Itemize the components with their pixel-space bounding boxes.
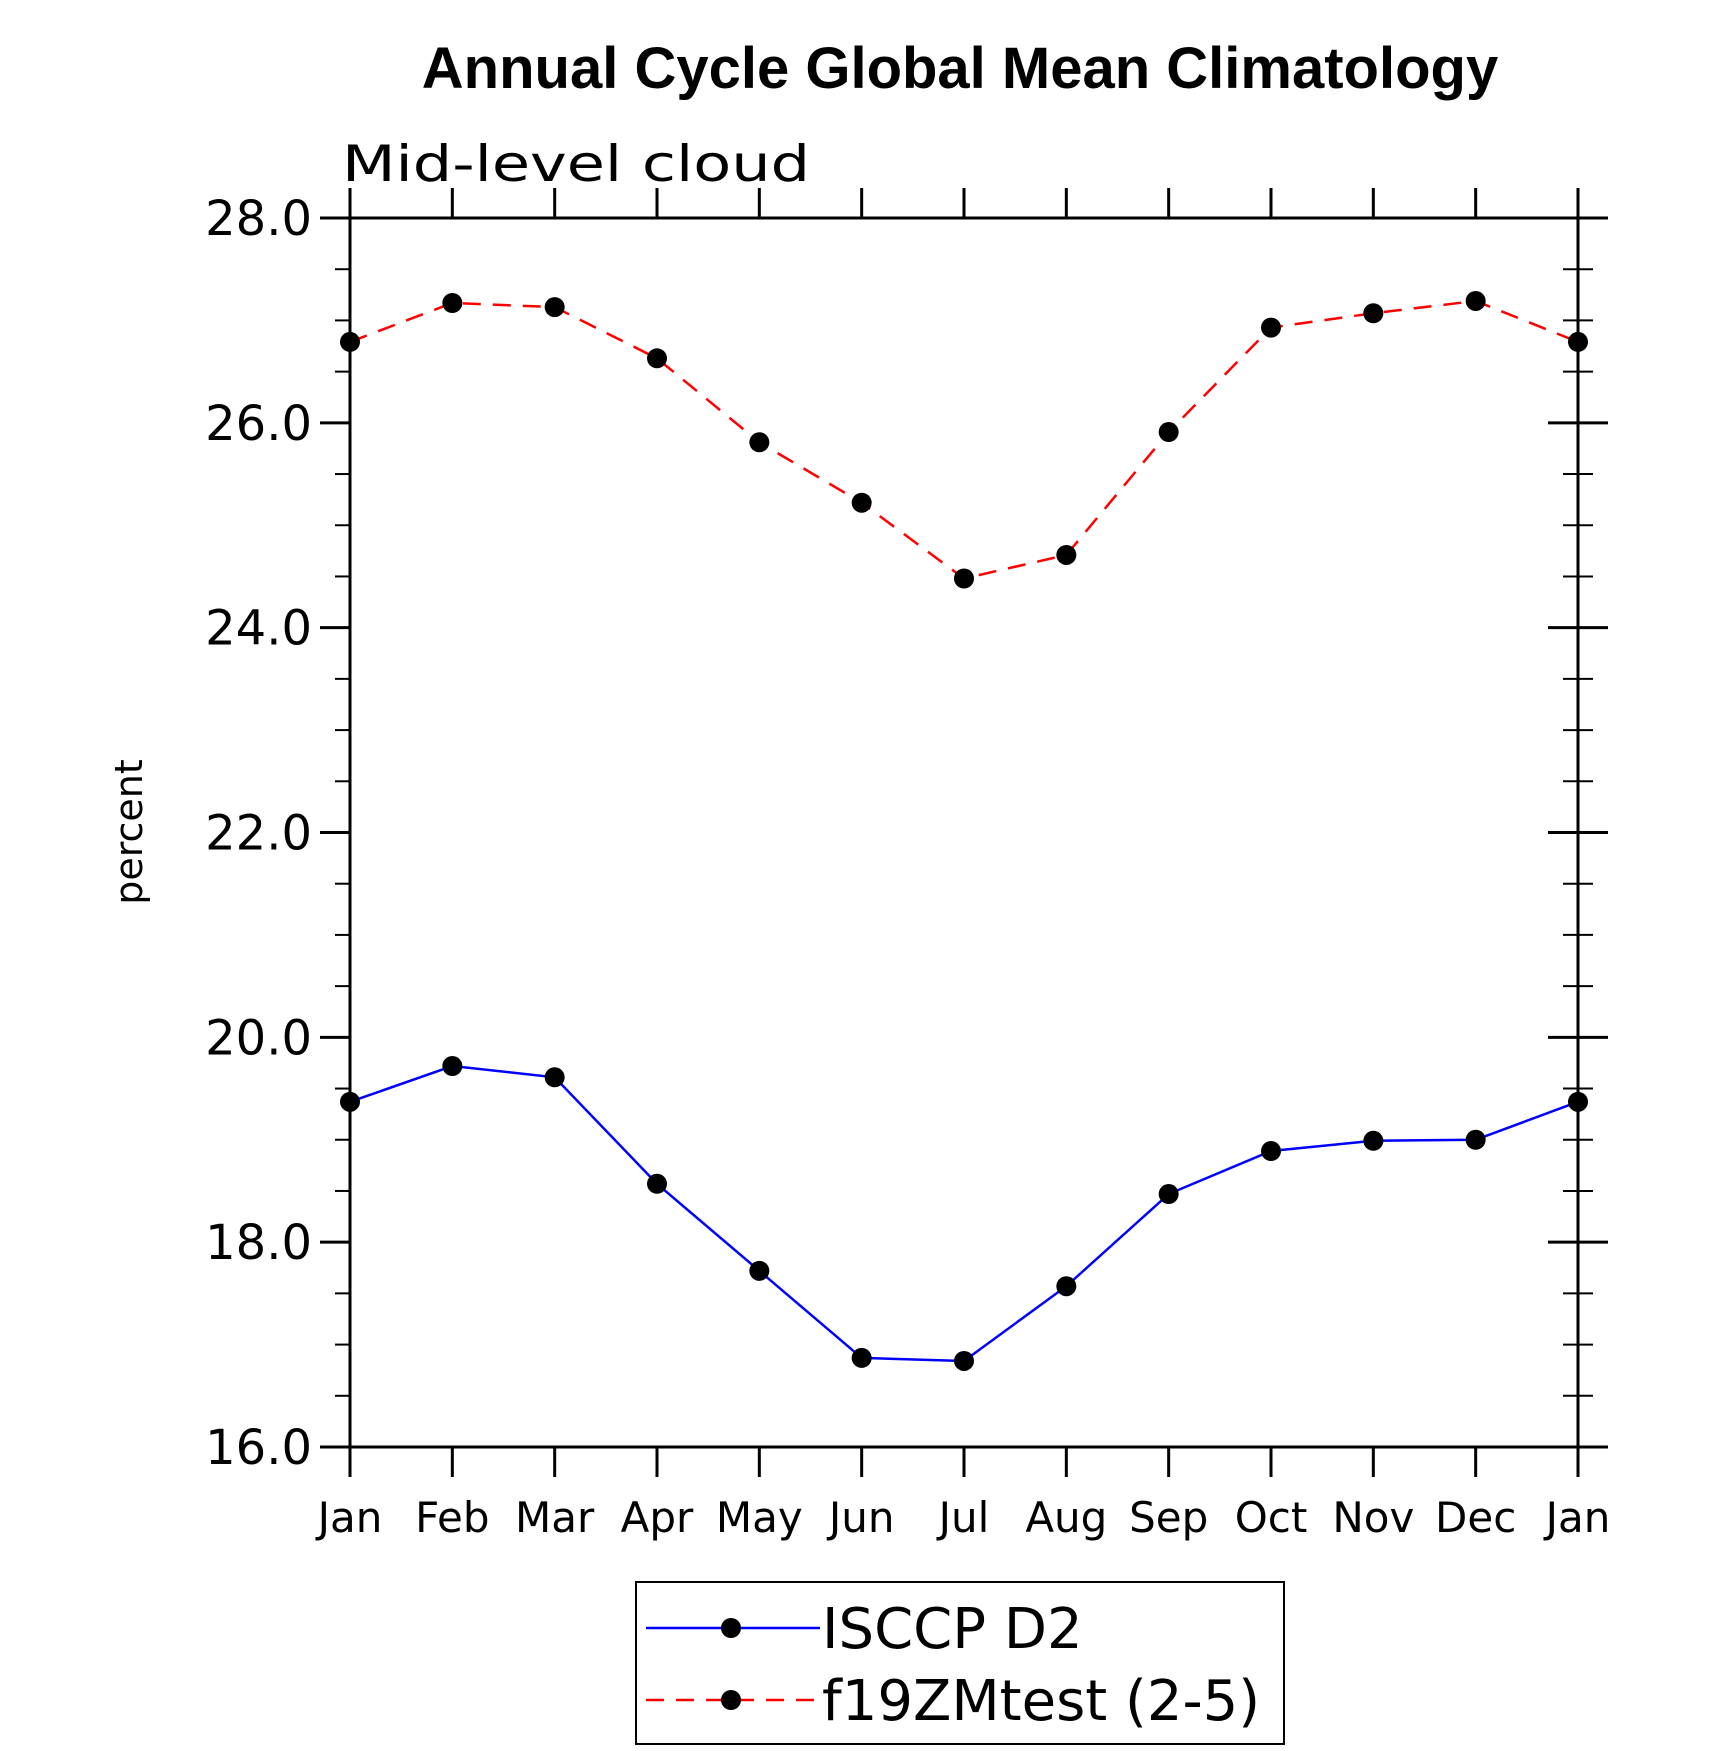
chart-subtitle: Mid-level cloud xyxy=(342,135,810,193)
data-point xyxy=(340,331,360,352)
data-point xyxy=(1056,544,1077,565)
chart-title: Annual Cycle Global Mean Climatology xyxy=(422,36,1498,101)
data-point xyxy=(1056,1276,1077,1297)
legend-marker-0 xyxy=(721,1618,741,1638)
data-point xyxy=(1158,1184,1179,1205)
data-point xyxy=(442,293,463,314)
y-tick-label: 28.0 xyxy=(205,191,312,247)
data-point xyxy=(1158,422,1179,443)
data-point xyxy=(544,1067,565,1088)
series-line-0 xyxy=(349,1064,1579,1363)
x-tick-label: Feb xyxy=(415,1493,489,1542)
data-point xyxy=(1261,317,1281,338)
x-tick-label: Mar xyxy=(515,1493,595,1542)
y-tick-label: 18.0 xyxy=(205,1215,312,1271)
data-point xyxy=(851,492,872,513)
legend-box xyxy=(635,1581,1285,1745)
y-axis-label: percent xyxy=(107,759,151,905)
axis-ticks xyxy=(320,188,1608,1477)
series-line-1 xyxy=(349,299,1579,580)
data-point xyxy=(749,1260,770,1281)
y-tick-label: 26.0 xyxy=(205,396,312,452)
data-point xyxy=(442,1056,463,1077)
data-point xyxy=(1568,1091,1588,1112)
data-point xyxy=(340,1091,360,1112)
data-point xyxy=(647,1173,667,1194)
data-point xyxy=(1465,290,1486,311)
data-point xyxy=(1363,303,1384,324)
data-point xyxy=(851,1347,872,1368)
x-tick-label: Jan xyxy=(1543,1493,1611,1542)
x-tick-label: Jul xyxy=(936,1493,990,1542)
y-tick-label: 22.0 xyxy=(205,806,312,862)
data-point xyxy=(954,568,974,589)
legend-marker-1 xyxy=(721,1690,741,1710)
x-tick-label: Jun xyxy=(826,1493,895,1542)
x-tick-label: Sep xyxy=(1129,1493,1208,1542)
data-point xyxy=(954,1350,974,1371)
y-tick-label: 24.0 xyxy=(205,601,312,657)
x-tick-label: Dec xyxy=(1435,1493,1516,1542)
legend: ISCCP D2 f19ZMtest (2-5) xyxy=(635,1581,1285,1745)
x-tick-label: Nov xyxy=(1332,1493,1414,1542)
x-tick-label: Oct xyxy=(1235,1493,1308,1542)
y-tick-labels: 16.0 18.0 20.0 22.0 24.0 26.0 28.0 xyxy=(205,191,312,1476)
plot-frame xyxy=(348,216,1580,1449)
y-tick-label: 20.0 xyxy=(205,1010,312,1066)
x-tick-label: Aug xyxy=(1025,1493,1107,1542)
data-point xyxy=(749,432,770,453)
data-point xyxy=(1568,331,1588,352)
data-point xyxy=(544,297,565,318)
x-tick-label: May xyxy=(716,1493,803,1542)
y-tick-label: 16.0 xyxy=(205,1420,312,1476)
series-layer xyxy=(340,290,1588,1371)
data-point xyxy=(1261,1141,1281,1162)
x-tick-labels: Jan Feb Mar Apr May Jun Jul Aug Sep Oct Nov Dec Jan xyxy=(315,1493,1611,1542)
x-tick-label: Apr xyxy=(621,1493,694,1542)
legend-label-0: ISCCP D2 xyxy=(822,1597,1083,1662)
x-tick-label: Jan xyxy=(315,1493,383,1542)
legend-label-1: f19ZMtest (2-5) xyxy=(822,1669,1260,1734)
data-point xyxy=(1363,1130,1384,1151)
data-point xyxy=(647,348,667,369)
data-point xyxy=(1465,1129,1486,1150)
